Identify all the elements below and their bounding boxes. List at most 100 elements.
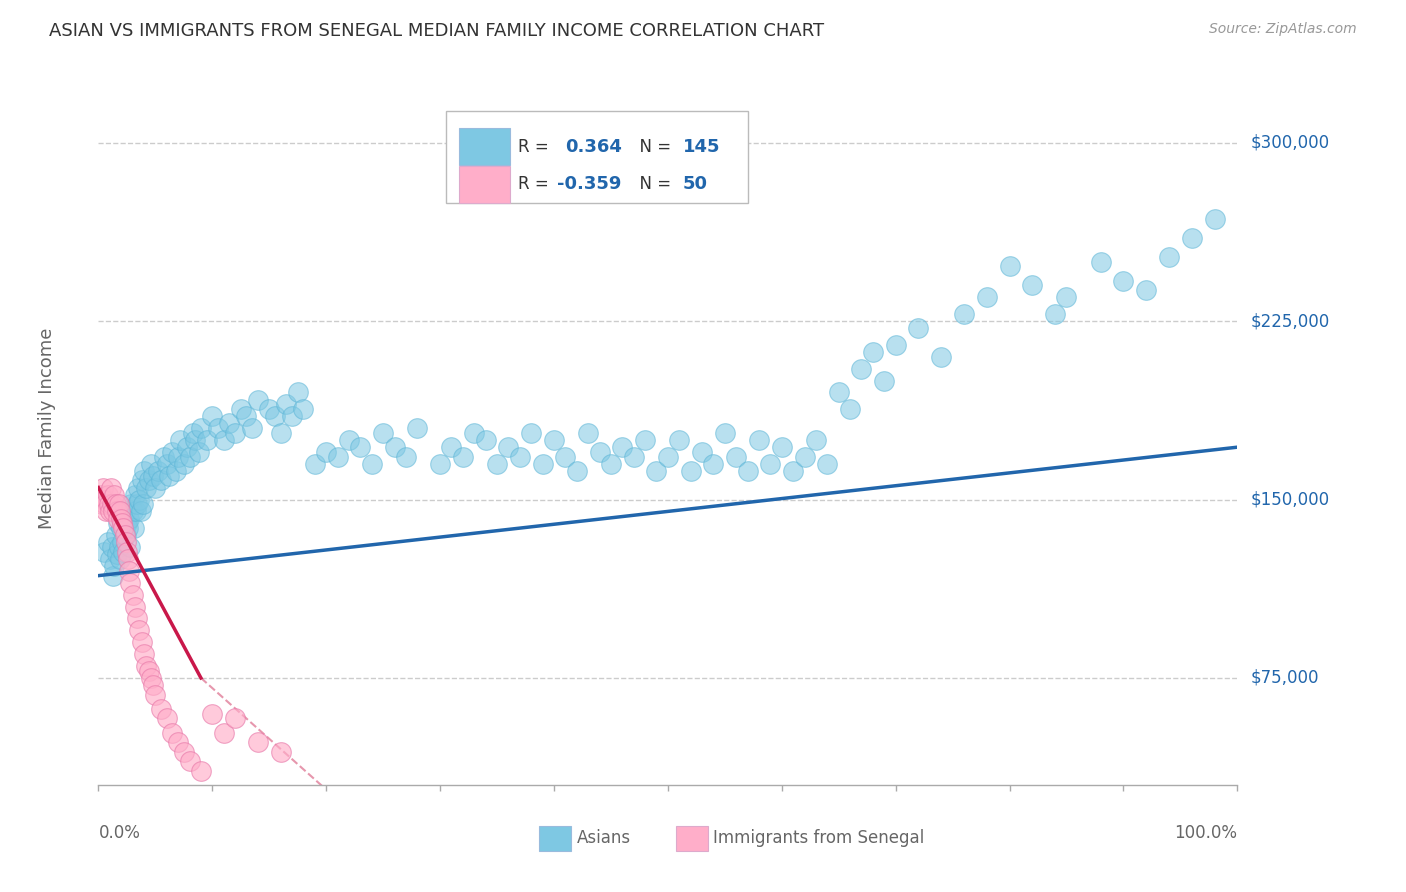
- Point: [103, 559, 125, 574]
- Point: [565, 464, 588, 478]
- Point: [150, 474, 173, 488]
- Point: [103, 568, 125, 582]
- Point: [953, 307, 976, 321]
- Point: [120, 575, 142, 590]
- Point: [976, 290, 998, 304]
- Point: [167, 735, 190, 749]
- Point: [128, 492, 150, 507]
- Point: [100, 481, 122, 495]
- Point: [108, 552, 131, 566]
- Point: [114, 535, 136, 549]
- Point: [93, 492, 115, 507]
- Point: [451, 450, 474, 464]
- Point: [150, 702, 173, 716]
- Point: [104, 497, 127, 511]
- Point: [187, 445, 209, 459]
- Point: [224, 425, 246, 440]
- Point: [131, 474, 153, 488]
- Point: [121, 504, 143, 518]
- Point: [815, 457, 838, 471]
- Point: [173, 457, 195, 471]
- Point: [115, 545, 138, 559]
- Point: [129, 504, 152, 518]
- FancyBboxPatch shape: [676, 826, 707, 851]
- Point: [1021, 278, 1043, 293]
- Text: R =: R =: [517, 176, 554, 194]
- Point: [246, 735, 269, 749]
- Point: [139, 671, 162, 685]
- Point: [520, 425, 543, 440]
- Point: [395, 450, 418, 464]
- Point: [181, 425, 204, 440]
- Point: [828, 385, 851, 400]
- Point: [1204, 211, 1226, 226]
- Point: [120, 497, 142, 511]
- Point: [124, 599, 146, 614]
- Text: Source: ZipAtlas.com: Source: ZipAtlas.com: [1209, 22, 1357, 37]
- Point: [474, 433, 496, 447]
- FancyBboxPatch shape: [446, 111, 748, 203]
- Point: [153, 450, 176, 464]
- Point: [145, 481, 167, 495]
- Point: [384, 440, 406, 454]
- Point: [117, 552, 139, 566]
- FancyBboxPatch shape: [538, 826, 571, 851]
- Point: [645, 464, 668, 478]
- Point: [326, 450, 349, 464]
- Point: [657, 450, 679, 464]
- Point: [1157, 250, 1180, 264]
- Point: [287, 385, 309, 400]
- Point: [132, 464, 155, 478]
- Point: [360, 457, 382, 471]
- Point: [668, 433, 690, 447]
- Point: [588, 445, 610, 459]
- FancyBboxPatch shape: [460, 128, 509, 165]
- Point: [714, 425, 737, 440]
- Point: [179, 754, 201, 768]
- Point: [270, 745, 292, 759]
- Text: $225,000: $225,000: [1251, 312, 1330, 330]
- Point: [112, 545, 135, 559]
- Point: [108, 540, 131, 554]
- FancyBboxPatch shape: [460, 166, 509, 203]
- Point: [93, 545, 115, 559]
- Text: ASIAN VS IMMIGRANTS FROM SENEGAL MEDIAN FAMILY INCOME CORRELATION CHART: ASIAN VS IMMIGRANTS FROM SENEGAL MEDIAN …: [49, 22, 824, 40]
- Point: [190, 421, 212, 435]
- Point: [440, 440, 463, 454]
- Point: [793, 450, 815, 464]
- Point: [1112, 274, 1135, 288]
- Text: 0.364: 0.364: [565, 137, 623, 156]
- Point: [96, 535, 118, 549]
- Point: [907, 321, 929, 335]
- Point: [96, 488, 118, 502]
- Point: [114, 504, 136, 518]
- Point: [1090, 254, 1112, 268]
- Point: [498, 440, 520, 454]
- Point: [118, 564, 141, 578]
- Point: [207, 421, 229, 435]
- Point: [337, 433, 360, 447]
- Point: [111, 516, 134, 531]
- Point: [201, 409, 224, 424]
- Point: [101, 540, 124, 554]
- Point: [108, 504, 131, 518]
- Point: [179, 450, 201, 464]
- Point: [770, 440, 793, 454]
- Point: [679, 464, 702, 478]
- Point: [218, 417, 240, 431]
- Point: [105, 547, 128, 561]
- Point: [259, 402, 281, 417]
- Point: [91, 481, 114, 495]
- Point: [138, 474, 160, 488]
- Point: [90, 488, 112, 502]
- Point: [157, 468, 180, 483]
- Text: Median Family Income: Median Family Income: [38, 327, 56, 529]
- Point: [690, 445, 713, 459]
- Point: [107, 516, 129, 531]
- Point: [576, 425, 599, 440]
- Point: [839, 402, 862, 417]
- Point: [162, 725, 184, 739]
- Point: [190, 764, 212, 778]
- Point: [162, 445, 184, 459]
- Text: $150,000: $150,000: [1251, 491, 1330, 508]
